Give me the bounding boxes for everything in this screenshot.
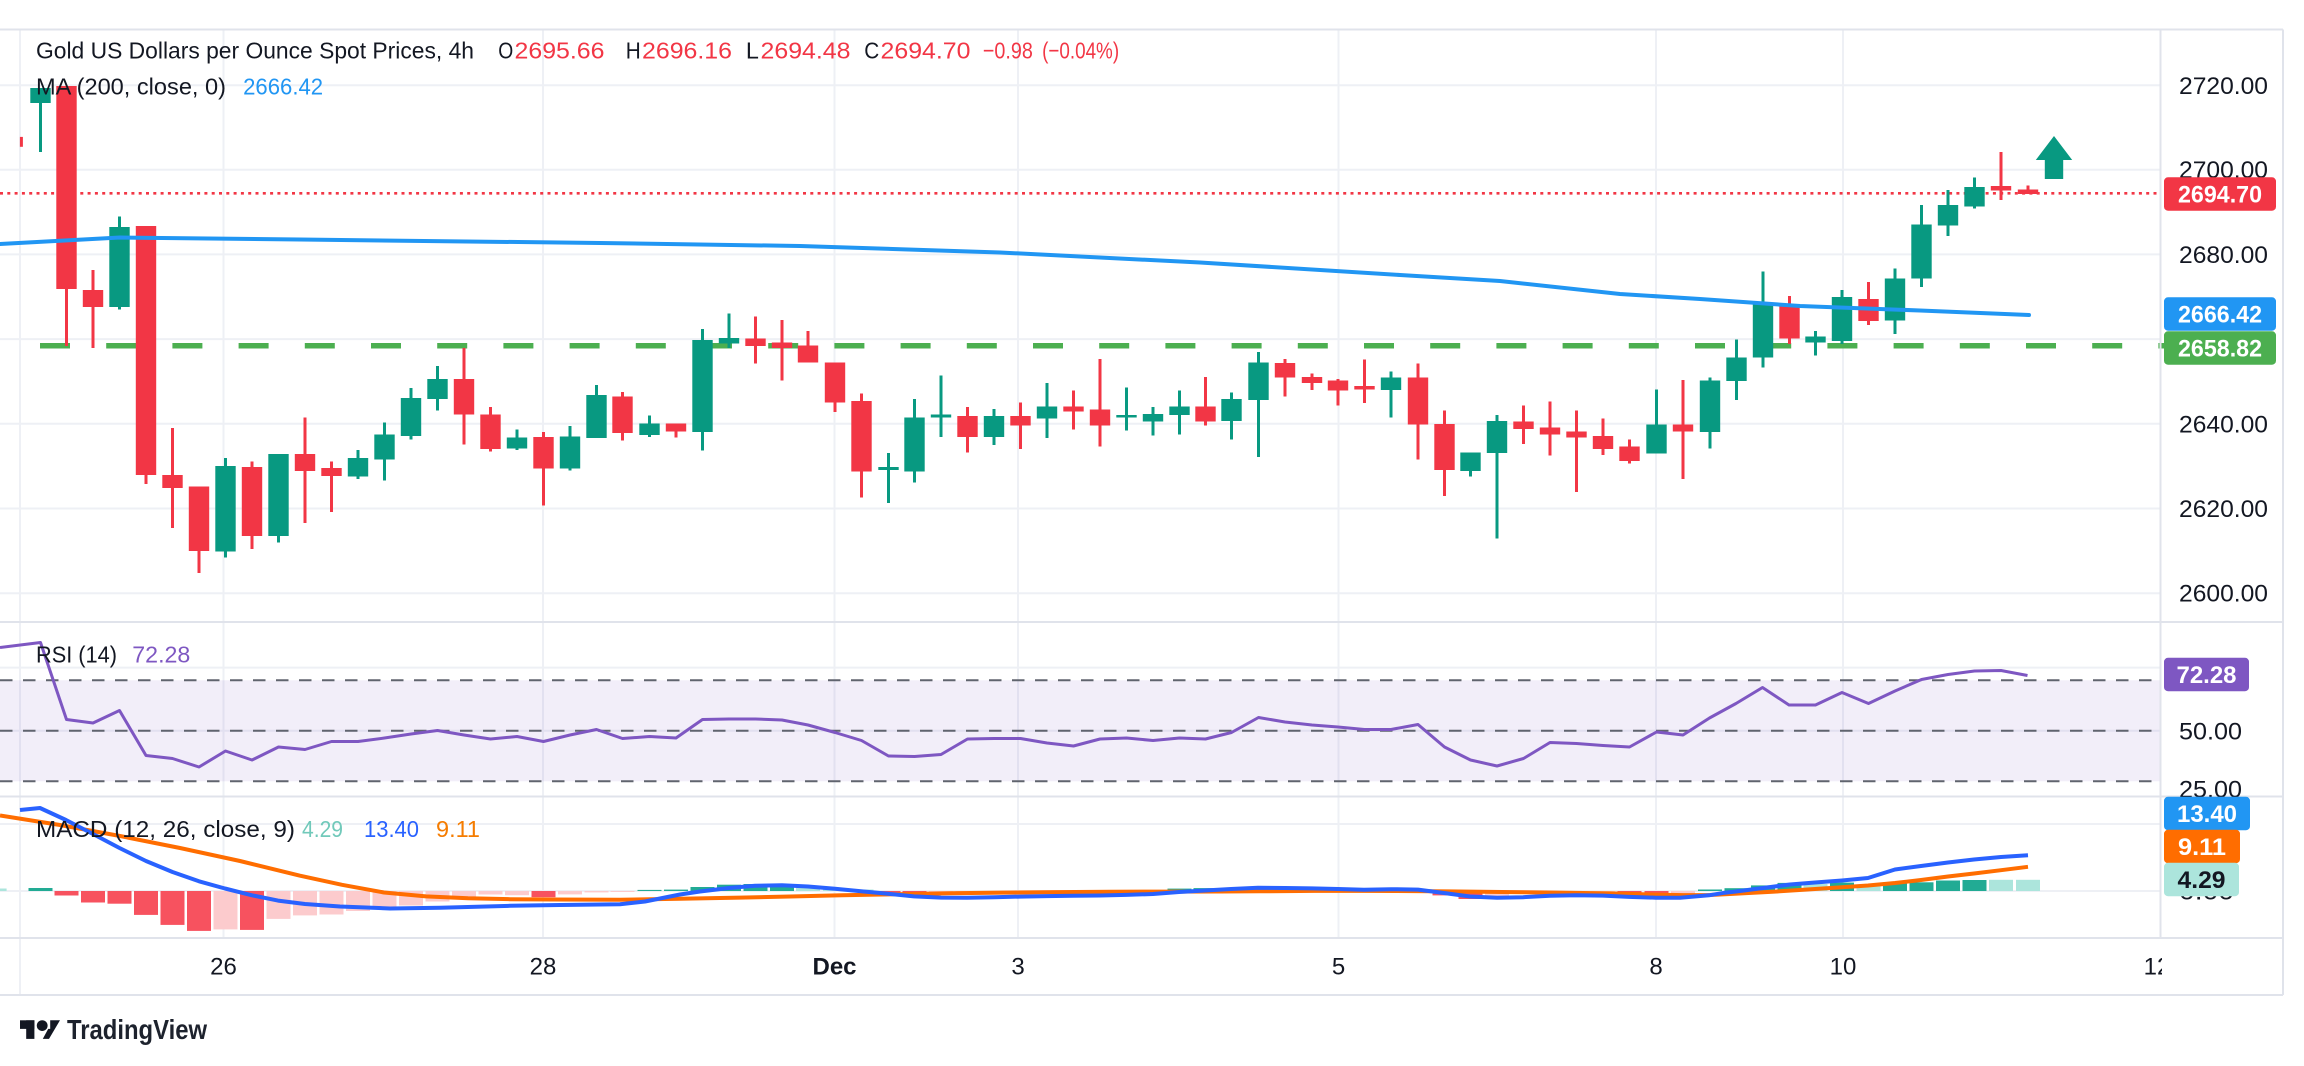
svg-text:2680.00: 2680.00	[2179, 242, 2268, 269]
svg-text:9.11: 9.11	[2178, 834, 2226, 861]
svg-text:Dec: Dec	[812, 954, 856, 981]
svg-text:RSI (14): RSI (14)	[36, 642, 117, 668]
svg-text:(−0.04%): (−0.04%)	[1042, 38, 1119, 64]
svg-text:MACD (12, 26, close, 9): MACD (12, 26, close, 9)	[36, 816, 295, 842]
svg-text:C: C	[864, 38, 879, 64]
svg-text:10: 10	[1830, 954, 1857, 981]
svg-text:2658.82: 2658.82	[2178, 336, 2262, 363]
svg-text:MA (200, close, 0): MA (200, close, 0)	[36, 74, 226, 100]
svg-text:Gold US Dollars per Ounce Spot: Gold US Dollars per Ounce Spot Prices, 4…	[36, 38, 474, 64]
svg-text:72.28: 72.28	[2177, 662, 2237, 689]
svg-text:26: 26	[210, 954, 237, 981]
svg-text:−0.98: −0.98	[983, 38, 1033, 64]
svg-text:TradingView: TradingView	[67, 1014, 208, 1045]
svg-text:2666.42: 2666.42	[2178, 302, 2262, 329]
svg-text:4.29: 4.29	[302, 816, 343, 842]
svg-text:2694.48: 2694.48	[761, 38, 851, 64]
svg-text:2666.42: 2666.42	[243, 74, 323, 100]
svg-text:2694.70: 2694.70	[2178, 182, 2262, 209]
svg-text:2640.00: 2640.00	[2179, 411, 2268, 438]
svg-text:50.00: 50.00	[2179, 718, 2242, 745]
svg-text:72.28: 72.28	[132, 642, 190, 668]
svg-text:2695.66: 2695.66	[515, 38, 605, 64]
svg-text:O: O	[498, 38, 513, 64]
svg-text:28: 28	[530, 954, 557, 981]
svg-text:3: 3	[1011, 954, 1024, 981]
svg-text:H: H	[626, 38, 641, 64]
svg-text:4.29: 4.29	[2178, 867, 2226, 894]
svg-text:5: 5	[1332, 954, 1345, 981]
svg-text:2696.16: 2696.16	[642, 38, 732, 64]
svg-text:8: 8	[1649, 954, 1662, 981]
svg-text:13.40: 13.40	[364, 816, 419, 842]
svg-text:13.40: 13.40	[2177, 801, 2237, 828]
svg-text:2694.70: 2694.70	[881, 38, 971, 64]
svg-text:2720.00: 2720.00	[2179, 73, 2268, 100]
svg-text:2600.00: 2600.00	[2179, 581, 2268, 608]
svg-text:2620.00: 2620.00	[2179, 496, 2268, 523]
svg-text:12: 12	[2144, 954, 2171, 981]
svg-text:9.11: 9.11	[436, 816, 480, 842]
svg-text:L: L	[746, 38, 759, 64]
